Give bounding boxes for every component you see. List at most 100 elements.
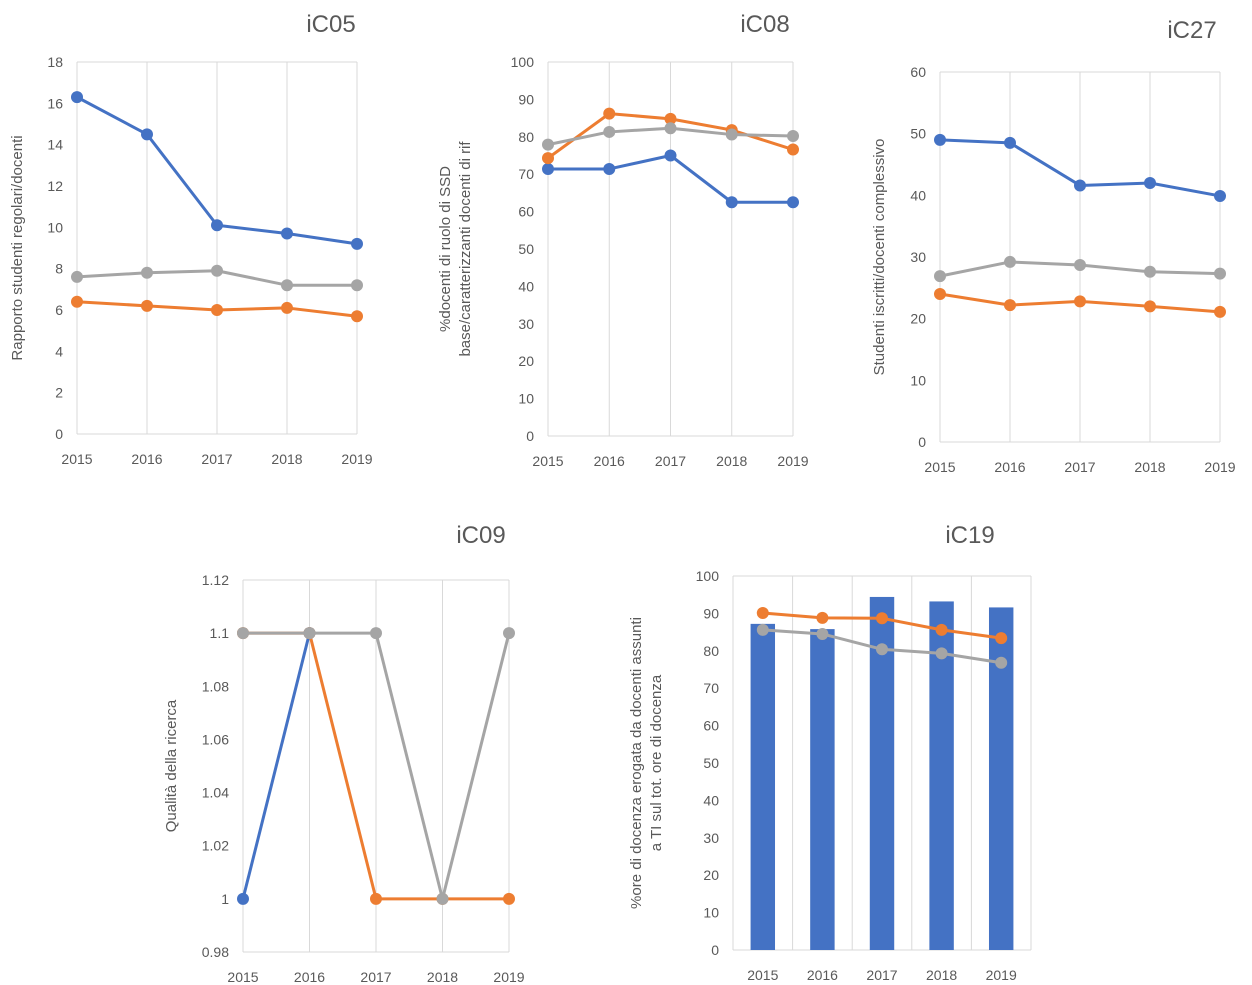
- series-point: [1074, 259, 1086, 272]
- series-point: [664, 112, 677, 125]
- series-point: [1214, 305, 1226, 318]
- y-tick-label: 40: [518, 278, 534, 294]
- series-point: [281, 227, 293, 240]
- y-tick-label: 1.12: [202, 572, 229, 588]
- series-point: [725, 196, 738, 209]
- y-tick-label: 90: [703, 605, 719, 621]
- y-tick-label: 1.08: [202, 678, 229, 694]
- x-tick-label: 2018: [427, 969, 458, 985]
- y-tick-label: 40: [703, 792, 719, 808]
- y-axis-label: Qualità della ricerca: [163, 699, 180, 832]
- y-tick-label: 16: [47, 95, 63, 111]
- series-point: [603, 125, 616, 138]
- series-point: [71, 91, 83, 104]
- chart-title: iC08: [740, 11, 789, 38]
- y-tick-label: 0: [711, 942, 719, 958]
- x-tick-label: 2015: [227, 969, 258, 985]
- series-point: [370, 892, 382, 905]
- series-point: [1214, 189, 1226, 202]
- y-tick-label: 40: [910, 187, 926, 203]
- series-point: [141, 266, 153, 279]
- x-tick-label: 2016: [994, 459, 1025, 475]
- series-point: [876, 643, 888, 656]
- series-point: [211, 304, 223, 316]
- series-point: [1144, 300, 1156, 313]
- chart-ic19: iC19 0 10 20 30 40 50 60 70 80 90 100 2015 2016 2017 2…: [628, 522, 1032, 983]
- y-tick-label: 0.98: [202, 944, 229, 960]
- x-tick-label: 2015: [61, 451, 92, 467]
- chart-ic05: iC05 0 2 4 6 8 10 12 14 16 18 2015 2016 2017 2018 2019…: [9, 11, 373, 467]
- x-tick-label: 2018: [716, 453, 747, 469]
- chart-title: iC27: [1167, 17, 1216, 44]
- chart-title: iC19: [945, 522, 994, 549]
- y-tick-label: 60: [910, 64, 926, 80]
- y-tick-label: 10: [518, 391, 534, 407]
- y-tick-label: 12: [47, 178, 63, 194]
- chart-title: iC09: [456, 522, 505, 549]
- x-tick-label: 2018: [926, 967, 957, 983]
- y-tick-label: 10: [910, 372, 926, 388]
- y-tick-label: 60: [703, 718, 719, 734]
- y-tick-label: 4: [55, 343, 63, 359]
- series-point: [351, 279, 363, 292]
- y-axis-label: base/caratterizzanti docenti di rif: [457, 141, 474, 357]
- y-tick-label: 18: [47, 54, 63, 70]
- series-point: [436, 892, 449, 905]
- y-tick-label: 50: [518, 241, 534, 257]
- chart-ic27: iC27 0 10 20 30 40 50 60 2015 2016 2017 2018 2019 St…: [871, 17, 1236, 475]
- x-tick-label: 2019: [493, 969, 524, 985]
- series-point: [876, 612, 888, 625]
- series-point: [664, 122, 677, 135]
- y-tick-label: 70: [518, 166, 534, 182]
- y-tick-label: 0: [55, 426, 63, 442]
- y-tick-label: 30: [703, 830, 719, 846]
- x-tick-label: 2015: [532, 453, 563, 469]
- x-tick-label: 2019: [1204, 459, 1235, 475]
- series-point: [1004, 299, 1016, 312]
- y-axis-label: %docenti di ruolo di SSD: [437, 166, 454, 332]
- series-point: [787, 143, 799, 156]
- x-tick-label: 2017: [201, 451, 232, 467]
- y-tick-label: 60: [518, 204, 534, 220]
- series-point: [935, 623, 948, 636]
- series-point: [303, 627, 316, 640]
- chart-title: iC05: [306, 11, 355, 38]
- series-point: [237, 892, 249, 905]
- series-point: [756, 607, 769, 620]
- series-point: [237, 627, 249, 640]
- y-tick-label: 1: [221, 891, 229, 907]
- y-tick-label: 50: [910, 126, 926, 142]
- y-tick-label: 10: [47, 219, 63, 235]
- x-tick-label: 2016: [594, 453, 625, 469]
- x-tick-label: 2019: [341, 451, 372, 467]
- y-tick-label: 80: [703, 643, 719, 659]
- y-axis-label: Studenti iscritti/docenti complessivo: [871, 139, 888, 376]
- x-tick-label: 2016: [131, 451, 162, 467]
- x-tick-label: 2019: [986, 967, 1017, 983]
- series-point: [71, 295, 83, 308]
- series-point: [1074, 295, 1086, 308]
- series-point: [351, 237, 363, 250]
- series-point: [816, 627, 829, 640]
- y-tick-label: 6: [55, 302, 63, 318]
- x-tick-label: 2017: [655, 453, 686, 469]
- y-axis-label: Rapporto studenti regolari/docenti: [9, 135, 26, 360]
- y-tick-label: 50: [703, 755, 719, 771]
- y-tick-label: 20: [703, 867, 719, 883]
- y-tick-label: 2: [55, 385, 63, 401]
- series-point: [934, 288, 946, 300]
- series-point: [542, 152, 554, 165]
- x-tick-label: 2018: [1134, 459, 1165, 475]
- series-point: [1004, 136, 1016, 149]
- y-tick-label: 20: [518, 353, 534, 369]
- x-tick-label: 2017: [1064, 459, 1095, 475]
- y-tick-label: 100: [696, 568, 720, 584]
- y-tick-label: 80: [518, 129, 534, 145]
- bar: [810, 629, 835, 950]
- series-point: [934, 270, 946, 283]
- series-point: [787, 196, 799, 209]
- y-tick-label: 10: [703, 905, 719, 921]
- series-point: [542, 138, 554, 151]
- series-point: [1074, 179, 1086, 192]
- y-tick-label: 30: [518, 316, 534, 332]
